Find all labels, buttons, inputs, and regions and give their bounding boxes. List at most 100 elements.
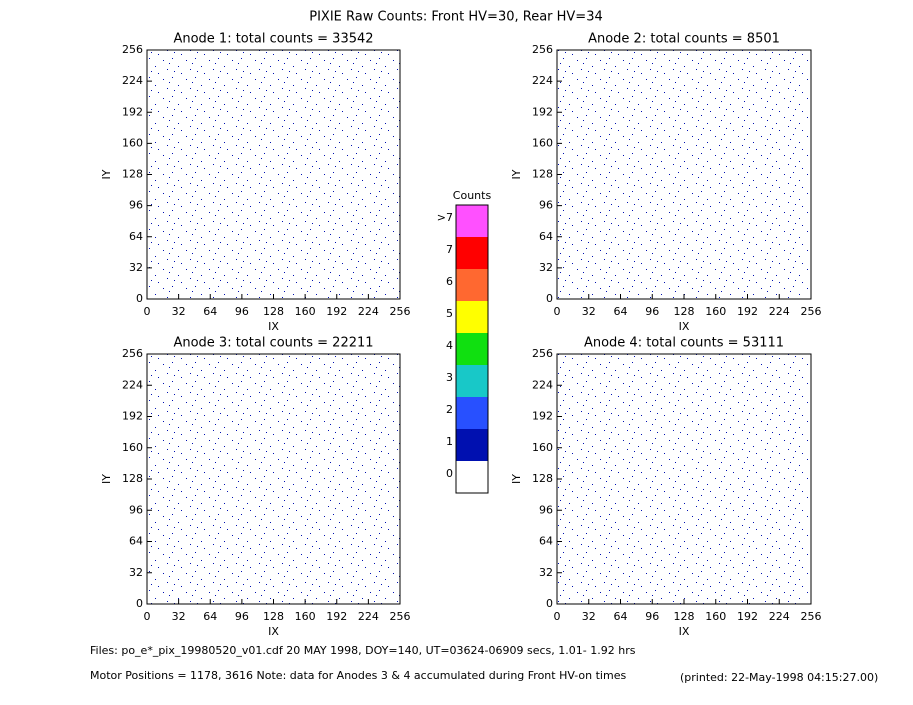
panel-title: Anode 3: total counts = 22211 bbox=[173, 336, 373, 351]
colorbar-swatch bbox=[456, 237, 488, 269]
image-texture bbox=[147, 50, 400, 299]
y-tick-label: 128 bbox=[122, 168, 143, 181]
x-tick-label: 0 bbox=[554, 305, 561, 318]
x-tick-label: 224 bbox=[358, 610, 379, 623]
y-tick-label: 32 bbox=[539, 261, 553, 274]
y-tick-label: 160 bbox=[122, 441, 143, 454]
y-tick-label: 32 bbox=[129, 261, 143, 274]
y-tick-label: 96 bbox=[539, 199, 553, 212]
y-tick-label: 0 bbox=[136, 292, 143, 305]
x-tick-label: 128 bbox=[263, 610, 284, 623]
y-tick-label: 224 bbox=[122, 74, 143, 87]
x-tick-label: 160 bbox=[295, 610, 316, 623]
image-texture bbox=[147, 354, 400, 604]
y-tick-label: 96 bbox=[539, 503, 553, 516]
y-tick-label: 192 bbox=[532, 410, 553, 423]
colorbar-label: >7 bbox=[437, 211, 453, 224]
y-axis-label: IY bbox=[100, 169, 113, 179]
x-tick-label: 32 bbox=[172, 305, 186, 318]
y-tick-label: 64 bbox=[129, 535, 143, 548]
colorbar-label: 3 bbox=[446, 371, 453, 384]
x-tick-label: 32 bbox=[582, 305, 596, 318]
x-axis-label: IX bbox=[679, 625, 690, 638]
colorbar-swatch bbox=[456, 269, 488, 301]
y-tick-label: 128 bbox=[122, 472, 143, 485]
y-tick-label: 32 bbox=[539, 566, 553, 579]
colorbar-label: 5 bbox=[446, 307, 453, 320]
y-tick-label: 0 bbox=[546, 597, 553, 610]
colorbar-label: 6 bbox=[446, 275, 453, 288]
x-axis-label: IX bbox=[679, 320, 690, 333]
y-tick-label: 96 bbox=[129, 199, 143, 212]
x-tick-label: 32 bbox=[582, 610, 596, 623]
x-tick-label: 64 bbox=[614, 610, 628, 623]
colorbar-title: Counts bbox=[453, 189, 492, 202]
x-tick-label: 96 bbox=[645, 305, 659, 318]
y-tick-label: 160 bbox=[122, 136, 143, 149]
figure-title: PIXIE Raw Counts: Front HV=30, Rear HV=3… bbox=[309, 10, 603, 25]
x-tick-label: 128 bbox=[674, 305, 695, 318]
x-tick-label: 256 bbox=[390, 305, 411, 318]
x-tick-label: 160 bbox=[295, 305, 316, 318]
panel-title: Anode 1: total counts = 33542 bbox=[173, 32, 373, 47]
x-tick-label: 256 bbox=[801, 305, 822, 318]
colorbar-label: 4 bbox=[446, 339, 453, 352]
y-tick-label: 224 bbox=[122, 378, 143, 391]
x-tick-label: 128 bbox=[263, 305, 284, 318]
image-texture bbox=[557, 354, 811, 604]
footer-printed: (printed: 22-May-1998 04:15:27.00) bbox=[680, 671, 878, 684]
y-tick-label: 128 bbox=[532, 472, 553, 485]
x-tick-label: 96 bbox=[645, 610, 659, 623]
y-tick-label: 0 bbox=[136, 597, 143, 610]
y-tick-label: 192 bbox=[122, 410, 143, 423]
y-tick-label: 96 bbox=[129, 503, 143, 516]
y-tick-label: 256 bbox=[122, 347, 143, 360]
y-tick-label: 224 bbox=[532, 378, 553, 391]
x-tick-label: 96 bbox=[235, 305, 249, 318]
x-tick-label: 192 bbox=[737, 305, 758, 318]
y-axis-label: IY bbox=[510, 169, 523, 179]
y-tick-label: 64 bbox=[129, 230, 143, 243]
image-texture bbox=[557, 50, 811, 299]
x-tick-label: 160 bbox=[705, 610, 726, 623]
x-tick-label: 64 bbox=[203, 610, 217, 623]
colorbar-swatch bbox=[456, 365, 488, 397]
x-tick-label: 32 bbox=[172, 610, 186, 623]
y-tick-label: 160 bbox=[532, 136, 553, 149]
y-tick-label: 160 bbox=[532, 441, 553, 454]
y-tick-label: 256 bbox=[532, 347, 553, 360]
y-tick-label: 32 bbox=[129, 566, 143, 579]
colorbar-swatch bbox=[456, 461, 488, 493]
colorbar-swatch bbox=[456, 205, 488, 237]
x-tick-label: 192 bbox=[737, 610, 758, 623]
colorbar-swatch bbox=[456, 397, 488, 429]
y-tick-label: 64 bbox=[539, 230, 553, 243]
x-axis-label: IX bbox=[268, 320, 279, 333]
colorbar-label: 7 bbox=[446, 243, 453, 256]
colorbar-swatch bbox=[456, 429, 488, 461]
x-axis-label: IX bbox=[268, 625, 279, 638]
x-tick-label: 64 bbox=[614, 305, 628, 318]
x-tick-label: 256 bbox=[390, 610, 411, 623]
x-tick-label: 128 bbox=[674, 610, 695, 623]
y-tick-label: 192 bbox=[532, 105, 553, 118]
colorbar-swatch bbox=[456, 301, 488, 333]
y-tick-label: 256 bbox=[122, 43, 143, 56]
x-tick-label: 192 bbox=[326, 305, 347, 318]
colorbar-label: 0 bbox=[446, 467, 453, 480]
y-tick-label: 192 bbox=[122, 105, 143, 118]
x-tick-label: 64 bbox=[203, 305, 217, 318]
x-tick-label: 224 bbox=[769, 305, 790, 318]
panel-title: Anode 2: total counts = 8501 bbox=[588, 32, 780, 47]
x-tick-label: 192 bbox=[326, 610, 347, 623]
colorbar-frame bbox=[455, 204, 489, 494]
colorbar-swatch bbox=[456, 333, 488, 365]
y-tick-label: 64 bbox=[539, 535, 553, 548]
x-tick-label: 160 bbox=[705, 305, 726, 318]
panel-title: Anode 4: total counts = 53111 bbox=[584, 336, 784, 351]
footer-files: Files: po_e*_pix_19980520_v01.cdf 20 MAY… bbox=[90, 644, 636, 657]
x-tick-label: 0 bbox=[144, 305, 151, 318]
x-tick-label: 96 bbox=[235, 610, 249, 623]
y-axis-label: IY bbox=[100, 474, 113, 484]
